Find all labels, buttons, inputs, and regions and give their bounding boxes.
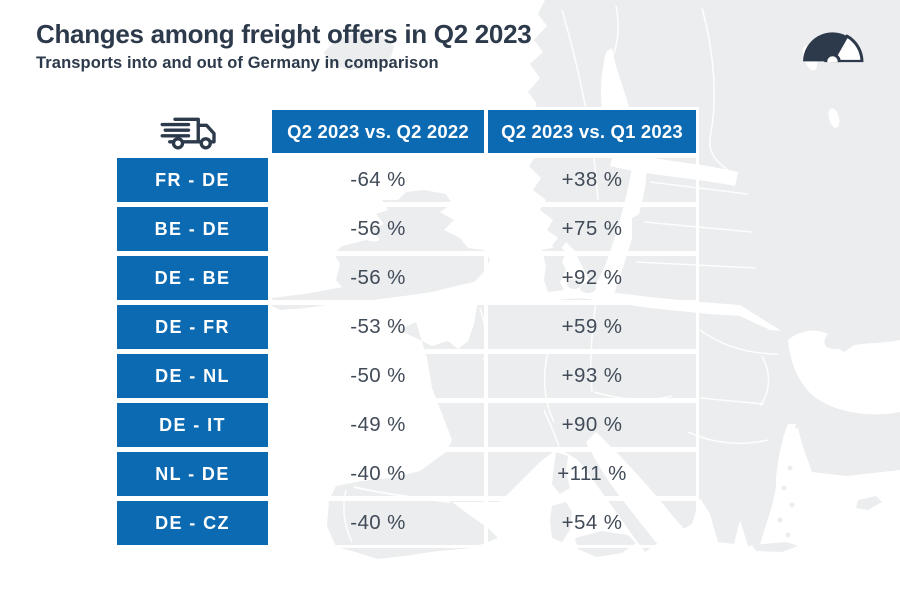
value-vs-q1-2023: +92 % <box>485 253 699 303</box>
route-cell: NL - DE <box>114 449 271 499</box>
route-cell: DE - BE <box>114 253 271 303</box>
value-vs-q1-2023: +54 % <box>485 498 699 548</box>
value-vs-q2-2022: -53 % <box>269 302 487 352</box>
value-vs-q1-2023: +111 % <box>485 449 699 499</box>
column-header-q1-2023: Q2 2023 vs. Q1 2023 <box>485 107 699 156</box>
value-vs-q2-2022: -40 % <box>269 449 487 499</box>
route-cell: BE - DE <box>114 204 271 254</box>
value-vs-q2-2022: -56 % <box>269 204 487 254</box>
route-cell: DE - NL <box>114 351 271 401</box>
value-vs-q2-2022: -49 % <box>269 400 487 450</box>
truck-icon <box>117 110 268 153</box>
title-block: Changes among freight offers in Q2 2023 … <box>36 19 532 73</box>
freight-table: Q2 2023 vs. Q2 2022 Q2 2023 vs. Q1 2023 … <box>114 107 699 548</box>
value-vs-q2-2022: -50 % <box>269 351 487 401</box>
route-cell: FR - DE <box>114 155 271 205</box>
route-cell: DE - CZ <box>114 498 271 548</box>
value-vs-q1-2023: +38 % <box>485 155 699 205</box>
value-vs-q1-2023: +59 % <box>485 302 699 352</box>
page-title: Changes among freight offers in Q2 2023 <box>36 19 532 49</box>
value-vs-q1-2023: +93 % <box>485 351 699 401</box>
value-vs-q2-2022: -56 % <box>269 253 487 303</box>
column-header-q2-2022: Q2 2023 vs. Q2 2022 <box>269 107 487 156</box>
route-cell: DE - IT <box>114 400 271 450</box>
page-subtitle: Transports into and out of Germany in co… <box>36 53 439 72</box>
gauge-icon <box>803 32 864 63</box>
value-vs-q1-2023: +90 % <box>485 400 699 450</box>
value-vs-q2-2022: -40 % <box>269 498 487 548</box>
value-vs-q2-2022: -64 % <box>269 155 487 205</box>
route-cell: DE - FR <box>114 302 271 352</box>
value-vs-q1-2023: +75 % <box>485 204 699 254</box>
